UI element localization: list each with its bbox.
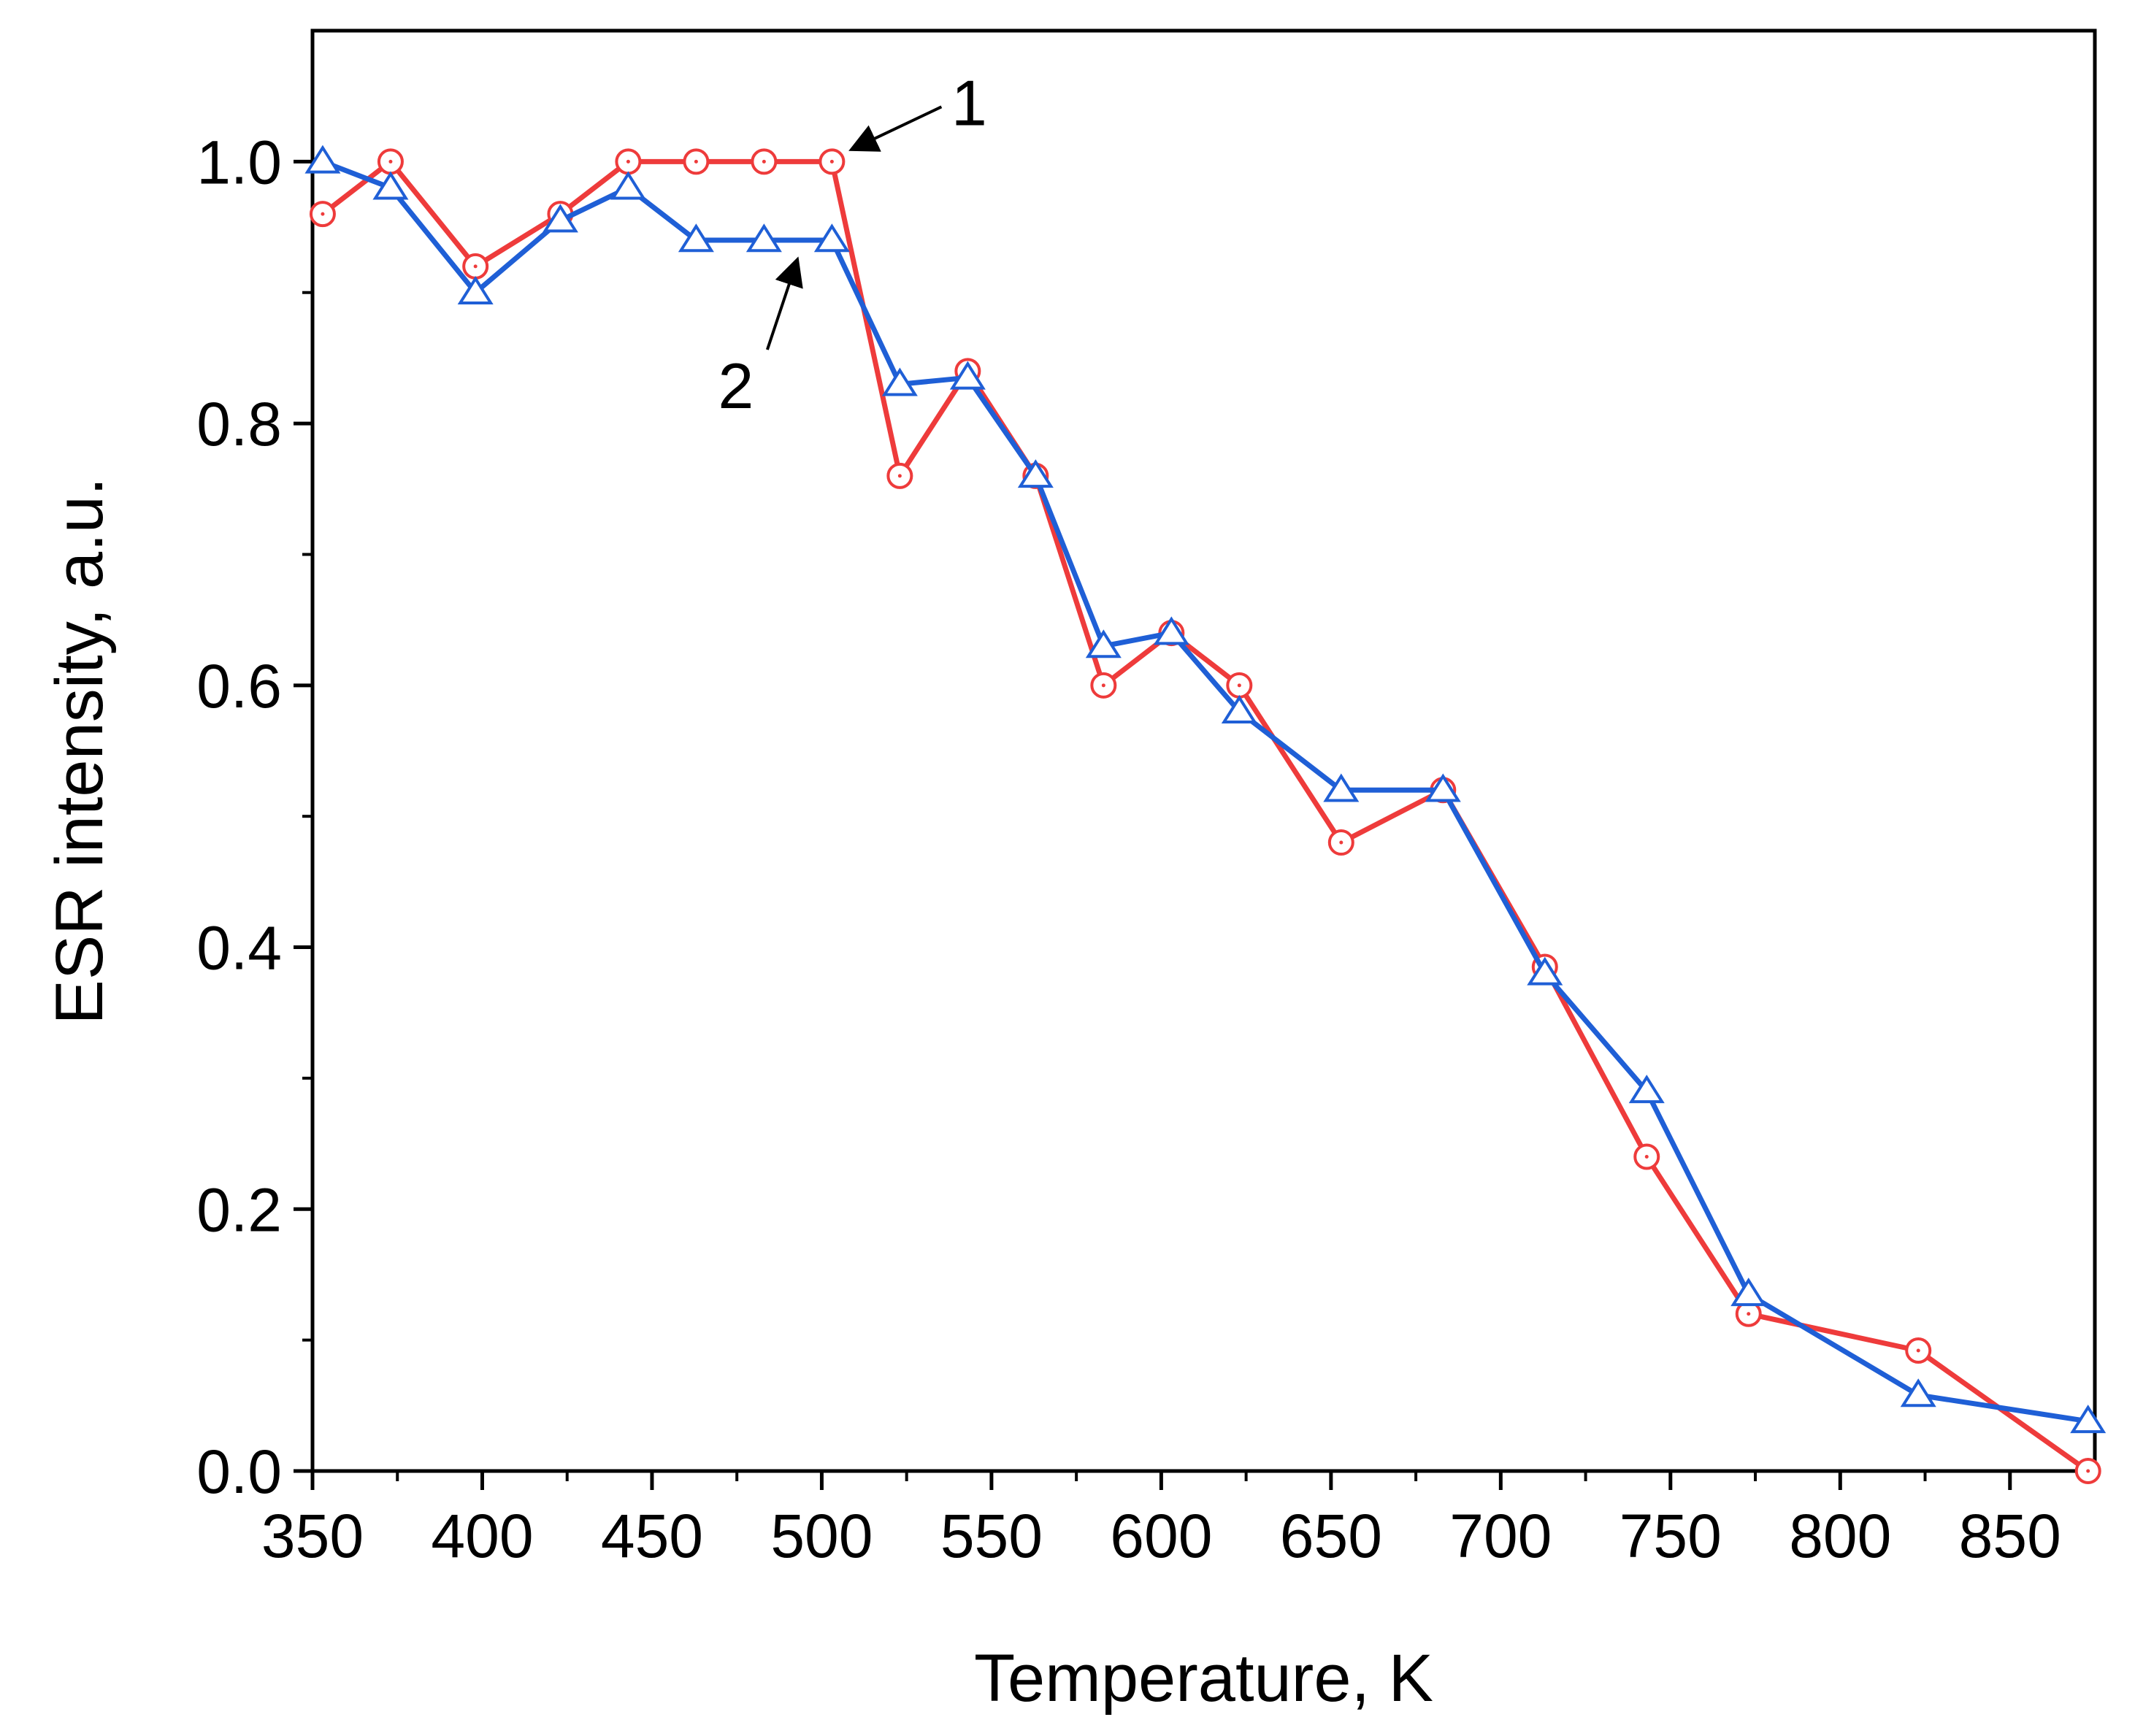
- series-1-marker-dot: [321, 212, 325, 216]
- series-2-marker: [304, 145, 341, 174]
- series-1-marker-dot: [473, 264, 478, 269]
- series-1-marker-dot: [1101, 683, 1105, 688]
- y-tick-label: 0.2: [196, 1175, 282, 1244]
- callout-1-label: 1: [951, 66, 987, 139]
- x-tick-label: 650: [1280, 1502, 1382, 1570]
- series-1-marker-dot: [388, 159, 393, 164]
- series-2-marker: [1425, 773, 1461, 802]
- series-layer: [304, 145, 2107, 1484]
- series-1-marker-dot: [1339, 840, 1344, 845]
- y-tick-label: 0.8: [196, 390, 282, 458]
- x-tick-label: 700: [1449, 1502, 1552, 1570]
- series-2-marker: [457, 275, 494, 304]
- y-axis: 0.0 0.2 0.4 0.6 0.8 1.0: [196, 128, 313, 1506]
- series-1-line: [321, 158, 2090, 1473]
- series-1-marker-dot: [1644, 1155, 1649, 1159]
- annotation-layer: 12: [718, 66, 986, 422]
- series-1-marker-dot: [1747, 1312, 1751, 1316]
- x-tick-label: 400: [431, 1502, 533, 1570]
- series-2-marker: [949, 361, 986, 390]
- x-tick-label: 750: [1620, 1502, 1722, 1570]
- x-tick-label: 550: [940, 1502, 1043, 1570]
- series-2-marker: [1085, 629, 1122, 658]
- series-2-marker: [1017, 459, 1054, 488]
- series-2-marker: [881, 367, 918, 396]
- series-2-line: [321, 159, 2089, 1424]
- series-1-marker-dot: [829, 159, 834, 164]
- x-tick-label: 500: [770, 1502, 873, 1570]
- series-1-marker-dot: [1237, 683, 1241, 688]
- series-1-marker-dot: [626, 159, 630, 164]
- callout-2-label: 2: [718, 350, 754, 422]
- series-2-marker: [813, 223, 850, 253]
- series-2-marker: [1527, 956, 1563, 986]
- series-2-marker: [542, 204, 578, 233]
- x-axis: 350 400 450 500 550 600 650 700 750 800 850: [261, 1471, 2061, 1570]
- y-tick-label: 0.6: [196, 652, 282, 721]
- x-tick-label: 800: [1789, 1502, 1891, 1570]
- y-tick-label: 0.4: [196, 914, 282, 983]
- x-tick-label: 600: [1110, 1502, 1212, 1570]
- series-2-marker: [745, 223, 782, 253]
- series-1-marker-dot: [1916, 1348, 1920, 1353]
- series-1-marker-dot: [694, 159, 698, 164]
- series-2-marker: [372, 171, 409, 200]
- series-1-marker-dot: [2086, 1469, 2090, 1473]
- callout-1-arrow: [848, 105, 943, 152]
- x-axis-title: Temperature, K: [974, 1641, 1433, 1716]
- series-2-marker: [678, 223, 714, 253]
- series-2-marker: [1628, 1075, 1665, 1104]
- callout-2-arrow: [765, 256, 803, 350]
- y-tick-label: 0.0: [196, 1437, 282, 1506]
- series-2-marker: [2070, 1405, 2107, 1434]
- series-2-marker: [1221, 694, 1257, 723]
- series-1-marker-dot: [762, 159, 766, 164]
- x-tick-label: 350: [261, 1502, 364, 1570]
- y-tick-label: 1.0: [196, 128, 282, 196]
- x-tick-label: 450: [601, 1502, 703, 1570]
- plot-frame: [310, 28, 2097, 1473]
- y-axis-title: ESR intensity, a.u.: [42, 477, 117, 1025]
- series-2-marker: [1323, 773, 1360, 802]
- series-2-marker: [1730, 1278, 1767, 1307]
- series-2-marker: [610, 171, 646, 200]
- series-2-marker: [1900, 1378, 1936, 1407]
- series-2-marker: [1153, 616, 1189, 645]
- series-1-marker-dot: [897, 474, 902, 478]
- x-tick-label: 850: [1959, 1502, 2061, 1570]
